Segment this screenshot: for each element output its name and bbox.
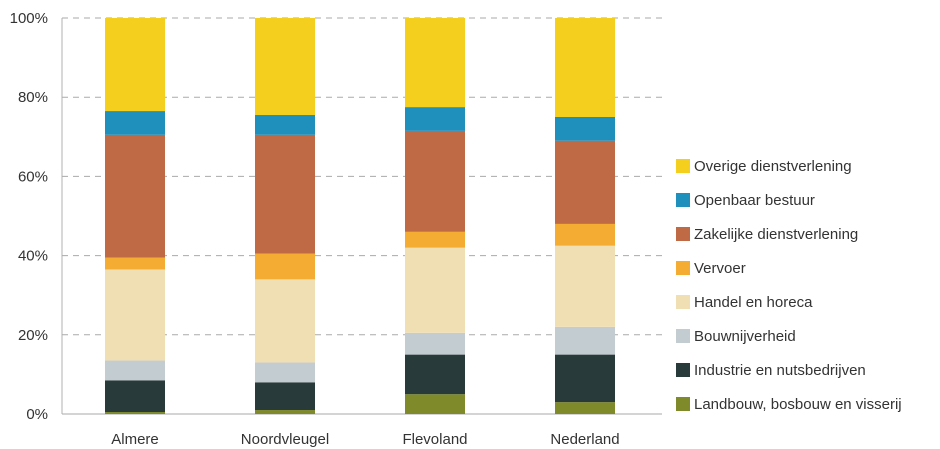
bar-segment-handel-en-horeca-flevoland bbox=[405, 247, 465, 333]
bar-segment-landbouw-bosbouw-en-visserij-almere bbox=[105, 412, 165, 414]
bar-segment-overige-dienstverlening-nederland bbox=[555, 18, 615, 117]
x-category-label: Noordvleugel bbox=[241, 431, 329, 448]
bar-segment-zakelijke-dienstverlening-noordvleugel bbox=[255, 134, 315, 254]
bar-segment-bouwnijverheid-noordvleugel bbox=[255, 362, 315, 383]
y-tick-label: 0% bbox=[26, 406, 48, 423]
bar-segment-openbaar-bestuur-noordvleugel bbox=[255, 115, 315, 135]
x-category-label: Nederland bbox=[550, 431, 619, 448]
legend-swatch-vervoer bbox=[676, 261, 690, 275]
bar-segment-landbouw-bosbouw-en-visserij-noordvleugel bbox=[255, 410, 315, 414]
legend-swatch-bouwnijverheid bbox=[676, 329, 690, 343]
bar-segment-landbouw-bosbouw-en-visserij-nederland bbox=[555, 402, 615, 414]
y-tick-labels: 0% 20% 40% 60% 80% 100% bbox=[10, 10, 48, 423]
legend-swatch-overige-dienstverlening bbox=[676, 159, 690, 173]
bar-segment-vervoer-almere bbox=[105, 257, 165, 270]
bar-segment-landbouw-bosbouw-en-visserij-flevoland bbox=[405, 394, 465, 414]
y-tick-label: 60% bbox=[18, 168, 48, 185]
y-tick-label: 80% bbox=[18, 89, 48, 106]
bar-segment-bouwnijverheid-nederland bbox=[555, 326, 615, 355]
legend-swatch-openbaar-bestuur bbox=[676, 193, 690, 207]
bar-segment-openbaar-bestuur-flevoland bbox=[405, 107, 465, 131]
bar-segment-openbaar-bestuur-nederland bbox=[555, 117, 615, 141]
legend-label: Industrie en nutsbedrijven bbox=[694, 362, 866, 379]
legend-label: Landbouw, bosbouw en visserij bbox=[694, 396, 902, 413]
legend-label: Vervoer bbox=[694, 260, 746, 277]
legend-label: Openbaar bestuur bbox=[694, 192, 815, 209]
legend: Overige dienstverlening Openbaar bestuur Z… bbox=[676, 158, 902, 413]
legend-swatch-industrie-en-nutsbedrijven bbox=[676, 363, 690, 377]
bar-segment-handel-en-horeca-noordvleugel bbox=[255, 279, 315, 363]
bar-segment-zakelijke-dienstverlening-nederland bbox=[555, 140, 615, 224]
bar-segment-vervoer-flevoland bbox=[405, 231, 465, 248]
legend-swatch-landbouw-bosbouw-en-visserij bbox=[676, 397, 690, 411]
bar-segment-vervoer-noordvleugel bbox=[255, 253, 315, 280]
bar-segment-overige-dienstverlening-noordvleugel bbox=[255, 18, 315, 116]
bars bbox=[105, 18, 615, 414]
legend-label: Bouwnijverheid bbox=[694, 328, 796, 345]
x-category-labels: Almere Noordvleugel Flevoland Nederland bbox=[111, 431, 619, 448]
bar-segment-bouwnijverheid-flevoland bbox=[405, 332, 465, 355]
bar-segment-overige-dienstverlening-flevoland bbox=[405, 18, 465, 108]
legend-swatch-zakelijke-dienstverlening bbox=[676, 227, 690, 241]
bar-segment-handel-en-horeca-almere bbox=[105, 269, 165, 361]
x-category-label: Flevoland bbox=[402, 431, 467, 448]
legend-label: Zakelijke dienstverlening bbox=[694, 226, 858, 243]
bar-segment-zakelijke-dienstverlening-flevoland bbox=[405, 130, 465, 232]
bar-segment-industrie-en-nutsbedrijven-almere bbox=[105, 380, 165, 413]
bar-segment-industrie-en-nutsbedrijven-flevoland bbox=[405, 354, 465, 395]
legend-swatch-handel-en-horeca bbox=[676, 295, 690, 309]
legend-label: Overige dienstverlening bbox=[694, 158, 852, 175]
y-tick-label: 20% bbox=[18, 327, 48, 344]
bar-segment-zakelijke-dienstverlening-almere bbox=[105, 134, 165, 258]
y-tick-label: 40% bbox=[18, 248, 48, 265]
bar-segment-overige-dienstverlening-almere bbox=[105, 18, 165, 112]
bar-segment-bouwnijverheid-almere bbox=[105, 360, 165, 381]
bar-segment-vervoer-nederland bbox=[555, 223, 615, 246]
bar-segment-industrie-en-nutsbedrijven-nederland bbox=[555, 354, 615, 403]
legend-label: Handel en horeca bbox=[694, 294, 813, 311]
x-category-label: Almere bbox=[111, 431, 159, 448]
bar-segment-industrie-en-nutsbedrijven-noordvleugel bbox=[255, 382, 315, 411]
bar-segment-handel-en-horeca-nederland bbox=[555, 245, 615, 327]
bar-segment-openbaar-bestuur-almere bbox=[105, 111, 165, 135]
y-tick-label: 100% bbox=[10, 10, 48, 27]
